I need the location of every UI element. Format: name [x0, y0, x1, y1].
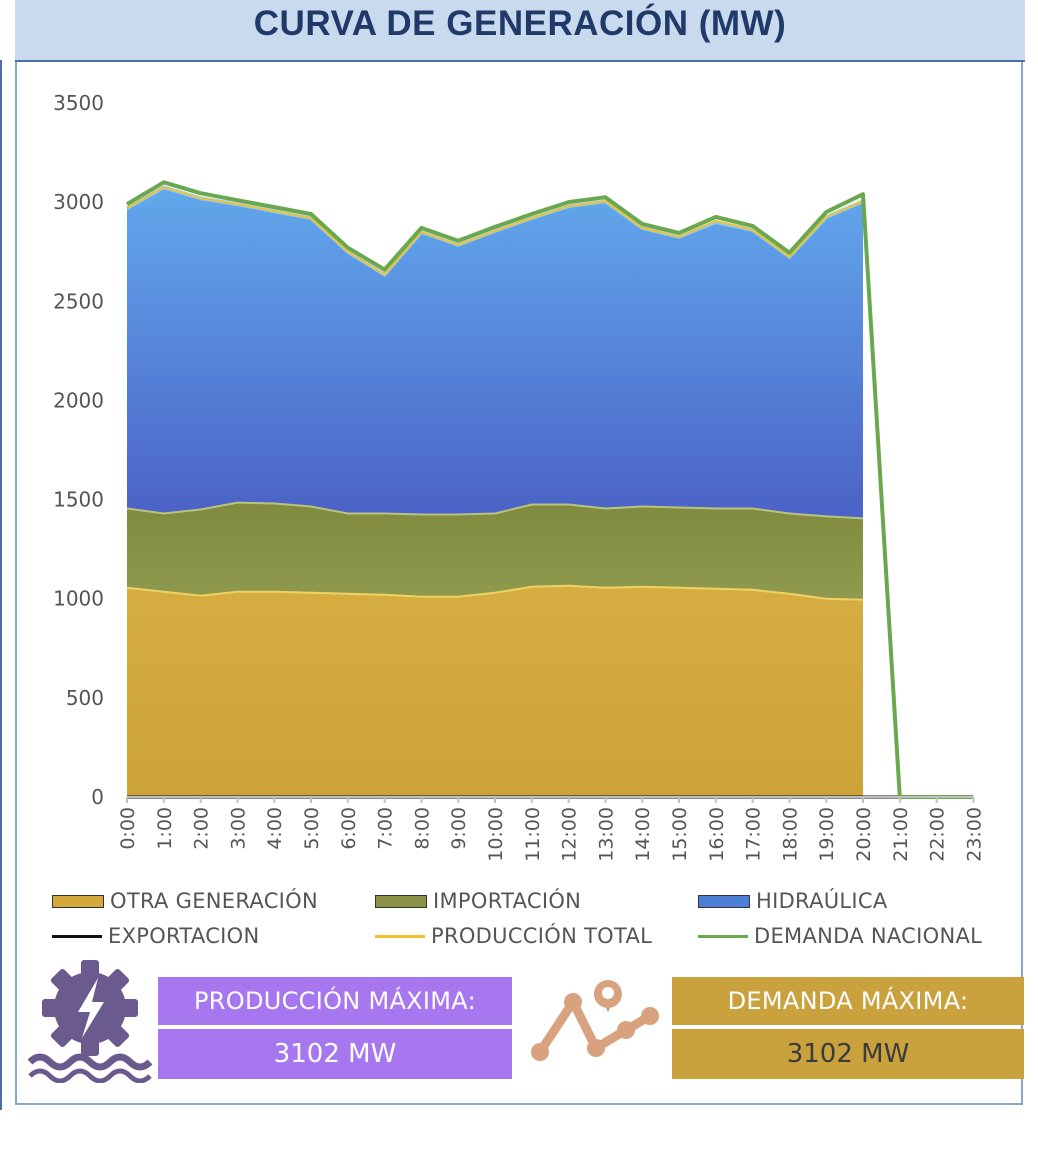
x-tick-label: 19:00: [816, 807, 838, 862]
line-produccion-total: [126, 186, 864, 276]
legend-label: IMPORTACIÓN: [433, 889, 582, 913]
chart-title: CURVA DE GENERACIÓN (MW): [253, 4, 787, 43]
x-tick-label: 14:00: [632, 807, 654, 862]
legend-label: EXPORTACION: [108, 924, 260, 948]
legend-swatch: [375, 894, 427, 908]
legend-item-importacion: IMPORTACIÓN: [375, 885, 581, 917]
legend-item-exportacion: EXPORTACION: [52, 920, 260, 952]
x-tick-label: 22:00: [927, 807, 949, 862]
x-tick-label: 3:00: [227, 807, 249, 850]
x-tick-label: 23:00: [963, 807, 985, 862]
y-tick-label: 500: [66, 686, 104, 710]
generation-chart: 0 500 1000 1500 2000 2500 3000 3500 0:00 1:00 2:0…: [53, 91, 985, 862]
legend-item-hidraulica: HIDRAÚLICA: [698, 885, 888, 917]
produccion-maxima-value: 3102 MW: [158, 1029, 512, 1079]
legend-label: HIDRAÚLICA: [756, 889, 888, 913]
chart-header: CURVA DE GENERACIÓN (MW): [15, 0, 1025, 62]
y-axis: 0 500 1000 1500 2000 2500 3000 3500: [53, 91, 104, 809]
hydro-turbine-lightning-icon: [28, 960, 153, 1083]
route-map-pin-icon: [531, 980, 659, 1061]
x-tick-label: 10:00: [485, 807, 507, 862]
y-tick-label: 3000: [53, 190, 104, 214]
demanda-maxima-label: DEMANDA MÁXIMA:: [672, 977, 1024, 1025]
stacked-areas: [126, 185, 864, 797]
y-tick-label: 0: [91, 785, 104, 809]
x-tick-label: 11:00: [522, 807, 544, 862]
y-tick-label: 1500: [53, 488, 104, 512]
chart-panel: [15, 62, 1023, 1105]
area-hidraulica: [127, 187, 863, 518]
x-axis: 0:00 1:00 2:00 3:00 4:00 5:00 6:00 7:00 8:00 9:00…: [117, 796, 985, 862]
legend-item-demanda-nacional: DEMANDA NACIONAL: [698, 920, 982, 952]
legend-swatch: [698, 894, 750, 908]
legend-swatch: [52, 894, 104, 908]
panel-left-edge: [0, 60, 2, 1110]
legend-label: DEMANDA NACIONAL: [754, 924, 983, 948]
y-tick-label: 2500: [53, 289, 104, 313]
demanda-maxima-value: 3102 MW: [672, 1029, 1024, 1079]
legend-label: PRODUCCIÓN TOTAL: [431, 924, 653, 948]
x-tick-label: 5:00: [301, 807, 323, 850]
y-tick-label: 2000: [53, 388, 104, 412]
x-tick-label: 20:00: [853, 807, 875, 862]
x-tick-label: 18:00: [779, 807, 801, 862]
x-tick-label: 15:00: [669, 807, 691, 862]
area-importacion: [127, 501, 863, 599]
area-otra-generacion: [127, 584, 863, 797]
x-tick-label: 2:00: [191, 807, 213, 850]
produccion-maxima-label: PRODUCCIÓN MÁXIMA:: [158, 977, 512, 1025]
y-tick-label: 3500: [53, 91, 104, 115]
legend-item-produccion-total: PRODUCCIÓN TOTAL: [375, 920, 652, 952]
y-tick-label: 1000: [53, 587, 104, 611]
legend-label: OTRA GENERACIÓN: [110, 889, 318, 913]
x-tick-label: 8:00: [411, 807, 433, 850]
x-tick-label: 16:00: [706, 807, 728, 862]
x-tick-label: 7:00: [375, 807, 397, 850]
x-tick-label: 4:00: [264, 807, 286, 850]
x-tick-label: 9:00: [448, 807, 470, 850]
legend-swatch: [375, 934, 425, 938]
x-tick-label: 1:00: [154, 807, 176, 850]
line-demanda-nacional: [125, 180, 974, 799]
chart-legend: OTRA GENERACIÓN IMPORTACIÓN HIDRAÚLICA E…: [50, 885, 1020, 955]
x-tick-label: 0:00: [117, 807, 139, 850]
x-tick-label: 6:00: [338, 807, 360, 850]
x-tick-label: 21:00: [890, 807, 912, 862]
x-tick-label: 13:00: [595, 807, 617, 862]
legend-swatch: [52, 934, 102, 938]
legend-swatch: [698, 934, 748, 938]
x-tick-label: 12:00: [559, 807, 581, 862]
x-tick-label: 17:00: [743, 807, 765, 862]
legend-item-otra-generacion: OTRA GENERACIÓN: [52, 885, 318, 917]
